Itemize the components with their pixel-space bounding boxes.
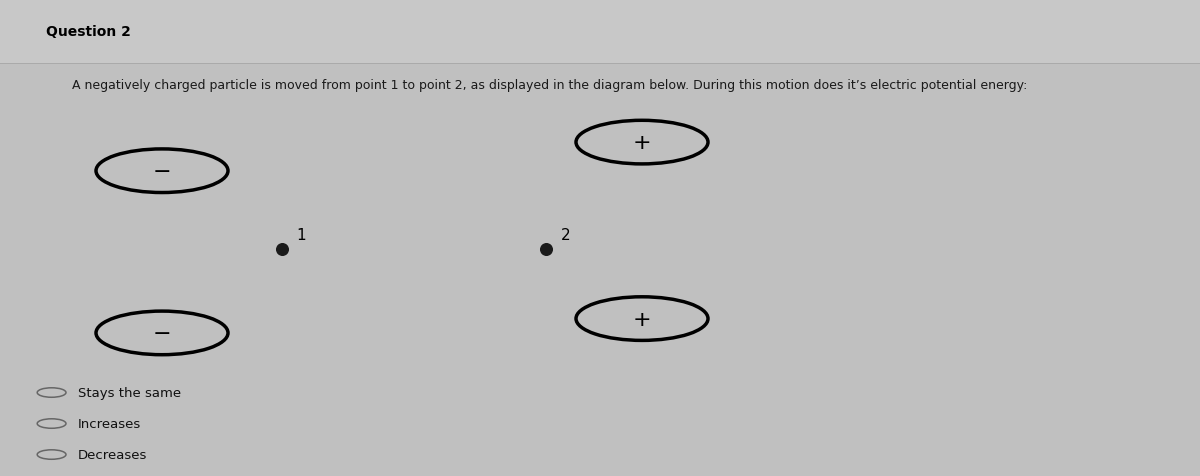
- Text: Decreases: Decreases: [78, 448, 148, 461]
- Text: +: +: [632, 309, 652, 329]
- Text: +: +: [632, 133, 652, 153]
- Text: −: −: [152, 161, 172, 181]
- Text: A negatively charged particle is moved from point 1 to point 2, as displayed in : A negatively charged particle is moved f…: [72, 79, 1027, 92]
- Text: Stays the same: Stays the same: [78, 386, 181, 399]
- Text: −: −: [152, 323, 172, 343]
- Point: [272, 246, 292, 254]
- FancyBboxPatch shape: [0, 0, 1200, 64]
- Text: Question 2: Question 2: [46, 25, 131, 39]
- Text: Increases: Increases: [78, 417, 142, 430]
- Text: 1: 1: [296, 228, 306, 243]
- Text: 2: 2: [560, 228, 570, 243]
- Point: [536, 246, 556, 254]
